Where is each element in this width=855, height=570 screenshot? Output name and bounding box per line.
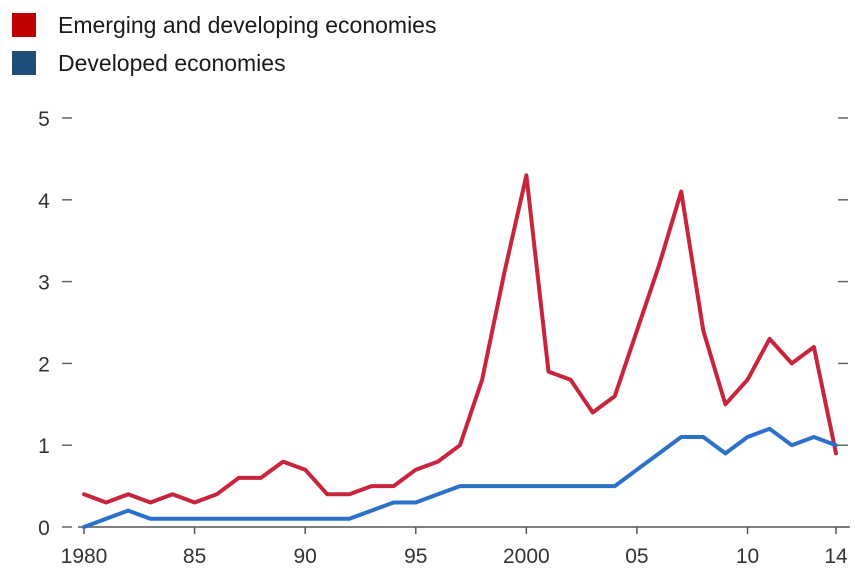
x-tick-label: 2000	[503, 545, 550, 568]
legend-item-developed: Developed economies	[12, 44, 436, 82]
x-tick-label: 14	[824, 545, 848, 568]
y-tick-label: 3	[38, 272, 50, 295]
x-tick-label: 85	[183, 545, 206, 568]
x-tick-label: 90	[293, 545, 316, 568]
y-tick-label: 1	[38, 435, 50, 458]
legend-label-emerging: Emerging and developing economies	[58, 11, 437, 38]
legend-swatch-developed	[12, 51, 36, 75]
x-tick-label: 05	[625, 545, 648, 568]
legend-label-developed: Developed economies	[58, 49, 286, 76]
x-tick-label: 1980	[61, 545, 108, 568]
y-tick-label: 2	[38, 353, 50, 376]
chart-legend: Emerging and developing economies Develo…	[12, 6, 436, 82]
x-tick-label: 10	[736, 545, 759, 568]
y-tick-label: 0	[38, 517, 50, 540]
series-line-emerging	[82, 173, 838, 505]
legend-item-emerging: Emerging and developing economies	[12, 6, 436, 44]
x-tick-label: 95	[404, 545, 427, 568]
series-line-developed	[82, 426, 838, 529]
y-tick-label: 4	[38, 190, 50, 213]
legend-swatch-emerging	[12, 13, 36, 37]
y-tick-label: 5	[38, 108, 50, 131]
